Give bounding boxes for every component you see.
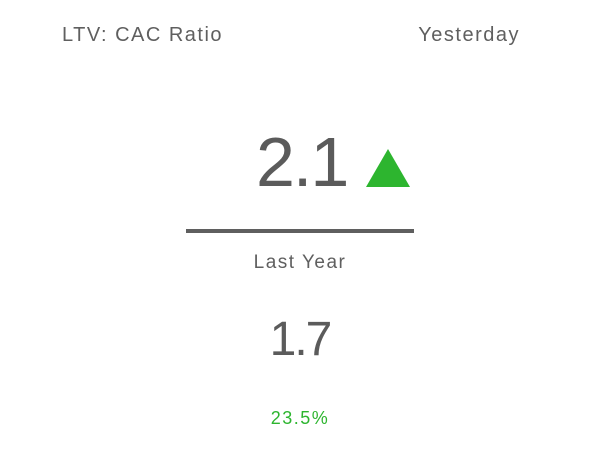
- comparison-label: Last Year: [253, 252, 347, 273]
- current-value-row: 2.1: [0, 122, 600, 202]
- previous-value: 1.7: [269, 313, 333, 366]
- change-percent: 23.5%: [270, 408, 330, 428]
- current-value: 2.1: [256, 123, 349, 201]
- period-label: Yesterday: [418, 24, 520, 46]
- widget-title: LTV: CAC Ratio: [62, 24, 224, 46]
- triangle-up-icon: [366, 149, 410, 187]
- divider: [186, 229, 414, 233]
